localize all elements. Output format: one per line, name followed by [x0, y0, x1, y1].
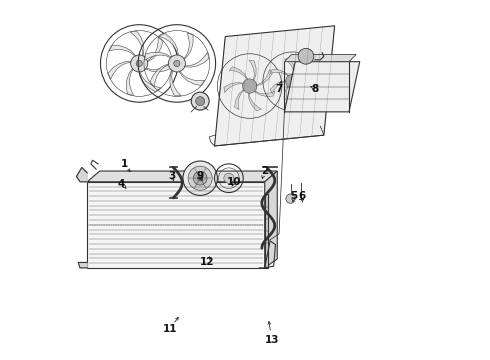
Polygon shape — [285, 54, 356, 62]
Polygon shape — [270, 81, 287, 94]
Polygon shape — [224, 82, 244, 93]
Polygon shape — [285, 62, 360, 112]
Text: 2: 2 — [261, 166, 269, 176]
Polygon shape — [150, 64, 169, 87]
Text: 9: 9 — [196, 171, 204, 181]
Circle shape — [318, 79, 334, 95]
Polygon shape — [139, 72, 161, 91]
Text: 5: 5 — [290, 191, 297, 201]
Polygon shape — [87, 171, 277, 182]
Polygon shape — [298, 62, 309, 80]
Circle shape — [169, 55, 185, 72]
Polygon shape — [270, 69, 290, 77]
Circle shape — [197, 176, 203, 181]
Text: 3: 3 — [168, 171, 175, 181]
Polygon shape — [179, 71, 205, 86]
Polygon shape — [170, 70, 181, 96]
Polygon shape — [147, 37, 163, 62]
Text: 10: 10 — [227, 177, 242, 187]
Polygon shape — [254, 91, 275, 96]
Circle shape — [191, 92, 209, 110]
Polygon shape — [109, 45, 136, 56]
Polygon shape — [130, 31, 144, 56]
Polygon shape — [293, 87, 309, 101]
Circle shape — [193, 171, 207, 185]
Polygon shape — [87, 182, 265, 268]
Circle shape — [243, 79, 257, 93]
Polygon shape — [297, 79, 316, 86]
Circle shape — [286, 75, 299, 88]
Polygon shape — [229, 67, 248, 80]
Polygon shape — [235, 89, 244, 109]
Text: 13: 13 — [265, 334, 279, 345]
Circle shape — [196, 96, 205, 105]
Polygon shape — [265, 194, 269, 268]
Polygon shape — [284, 85, 290, 105]
Circle shape — [188, 166, 212, 190]
Text: 1: 1 — [121, 159, 128, 169]
Polygon shape — [285, 58, 295, 76]
Polygon shape — [126, 69, 134, 95]
Polygon shape — [184, 32, 193, 59]
Text: 4: 4 — [118, 179, 125, 189]
Circle shape — [286, 194, 295, 203]
Polygon shape — [249, 60, 256, 81]
Polygon shape — [78, 262, 87, 268]
Polygon shape — [108, 61, 131, 79]
Text: 11: 11 — [163, 324, 177, 334]
Polygon shape — [145, 52, 171, 60]
Polygon shape — [265, 171, 277, 268]
Polygon shape — [248, 92, 262, 111]
Circle shape — [136, 60, 142, 67]
Circle shape — [183, 161, 218, 195]
Circle shape — [298, 48, 314, 64]
Text: 8: 8 — [311, 84, 318, 94]
Text: 7: 7 — [275, 84, 283, 94]
Circle shape — [131, 55, 147, 72]
Polygon shape — [159, 33, 178, 55]
Polygon shape — [215, 26, 335, 146]
Polygon shape — [185, 52, 209, 67]
Polygon shape — [256, 69, 272, 86]
Polygon shape — [146, 62, 172, 72]
Text: 6: 6 — [299, 191, 306, 201]
Text: 12: 12 — [200, 257, 215, 267]
Circle shape — [174, 60, 180, 67]
Circle shape — [322, 83, 330, 91]
Polygon shape — [76, 167, 87, 182]
Circle shape — [224, 173, 234, 183]
